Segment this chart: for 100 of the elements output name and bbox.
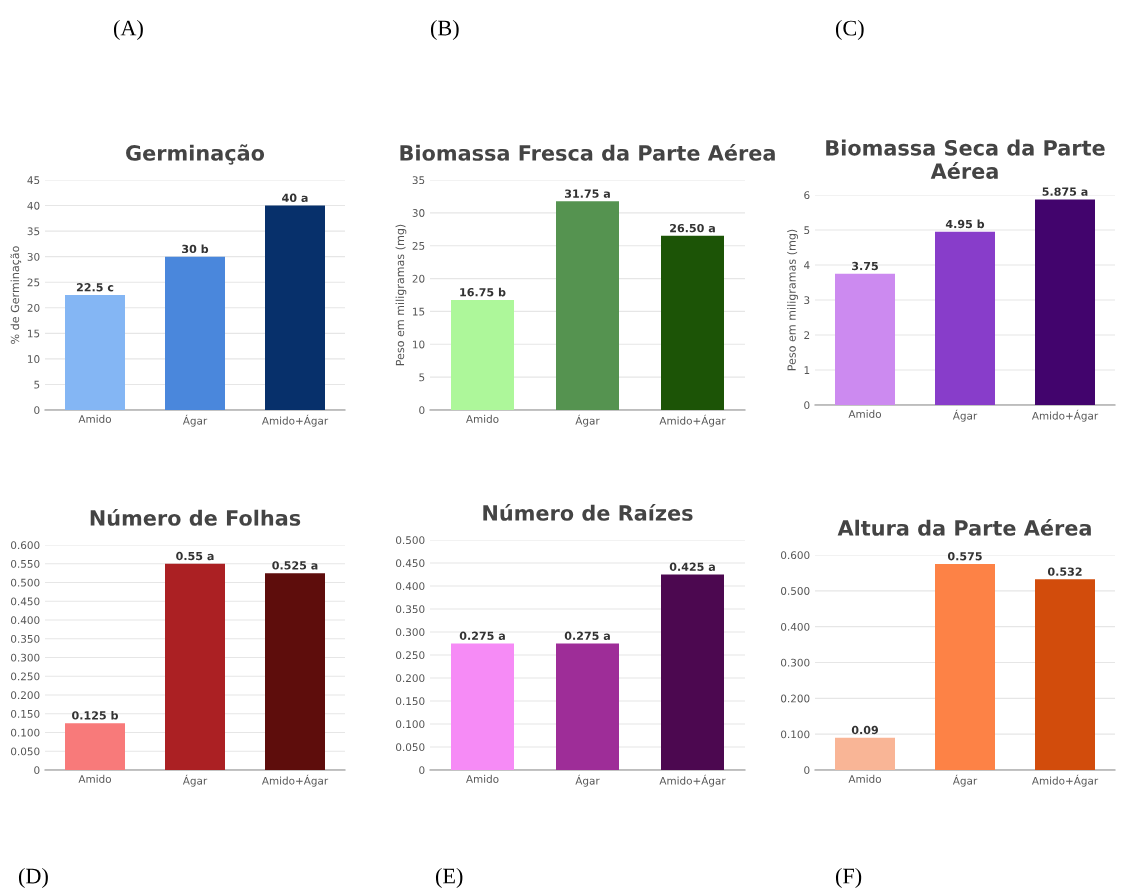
chart-title: Biomassa Seca da Parte Aérea bbox=[826, 139, 1105, 180]
data-label: 5.875 a bbox=[1042, 187, 1088, 196]
chart-title: Germinação bbox=[126, 144, 265, 165]
data-label: 16.75 b bbox=[460, 287, 506, 297]
x-tick-label: Amido bbox=[848, 409, 882, 418]
chart-title: Altura da Parte Aérea bbox=[837, 518, 1091, 536]
data-label: 22.5 c bbox=[76, 283, 114, 292]
y-axis-title: Peso em miligramas (mg) bbox=[395, 224, 407, 366]
bar bbox=[661, 235, 724, 410]
y-tick-label: 0 bbox=[419, 406, 425, 415]
data-label: 3.75 bbox=[852, 261, 878, 271]
bar bbox=[265, 573, 325, 770]
y-tick-label: 0.200 bbox=[781, 694, 810, 703]
x-tick-label: Amido bbox=[466, 414, 499, 423]
y-axis-title: % de Germinação bbox=[10, 246, 22, 344]
data-label: 0.532 bbox=[1047, 567, 1082, 576]
bar bbox=[935, 563, 995, 770]
bar bbox=[835, 273, 895, 405]
y-tick-label: 30 bbox=[412, 209, 425, 217]
data-label: 0.425 a bbox=[669, 562, 715, 571]
y-tick-label: 1 bbox=[804, 366, 810, 374]
chart-title: Biomassa Fresca da Parte Aérea bbox=[400, 143, 775, 161]
x-tick-label: Ágar bbox=[575, 774, 600, 787]
x-tick-label: Amido bbox=[848, 774, 882, 783]
text: (D) bbox=[18, 867, 48, 889]
bar bbox=[265, 205, 325, 410]
x-tick-label: Ágar bbox=[182, 414, 208, 427]
y-tick-label: 10 bbox=[28, 355, 40, 363]
y-tick-label: 45 bbox=[27, 176, 40, 185]
y-tick-label: 5 bbox=[804, 226, 810, 235]
data-label: 0.275 a bbox=[459, 631, 505, 640]
y-tick-label: 0.150 bbox=[11, 709, 40, 718]
y-tick-label: 10 bbox=[413, 340, 425, 349]
y-tick-label: 0.550 bbox=[11, 559, 40, 568]
x-tick-label: Amido+Ágar bbox=[261, 774, 329, 787]
bar bbox=[556, 201, 619, 410]
y-tick-label: 0.100 bbox=[781, 730, 810, 739]
y-tick-label: 0.500 bbox=[781, 587, 810, 595]
y-tick-label: 0 bbox=[34, 766, 40, 775]
y-tick-label: 0.300 bbox=[781, 658, 810, 667]
y-tick-label: 0 bbox=[804, 401, 810, 410]
y-tick-label: 0.250 bbox=[11, 672, 40, 681]
y-tick-label: 0.100 bbox=[396, 720, 425, 729]
y-tick-label: 0.300 bbox=[396, 628, 425, 637]
x-tick-label: Amido+Ágar bbox=[261, 414, 329, 427]
y-tick-label: 0.250 bbox=[396, 651, 425, 660]
data-label: 31.75 a bbox=[564, 189, 610, 198]
data-label: 30 b bbox=[182, 244, 209, 254]
bar bbox=[451, 299, 514, 410]
bar bbox=[835, 737, 895, 770]
y-tick-label: 0 bbox=[804, 766, 810, 775]
bar bbox=[935, 231, 995, 405]
x-tick-label: Amido bbox=[78, 414, 112, 423]
x-tick-label: Ágar bbox=[952, 774, 978, 787]
bar bbox=[1035, 199, 1095, 405]
y-tick-label: 0.350 bbox=[396, 605, 425, 614]
y-tick-label: 0.400 bbox=[11, 616, 40, 625]
y-tick-label: 0.350 bbox=[11, 634, 40, 643]
data-label: 0.575 bbox=[947, 552, 982, 561]
y-tick-label: 0.600 bbox=[11, 541, 40, 550]
y-tick-label: 0.600 bbox=[781, 551, 810, 560]
y-tick-label: 35 bbox=[412, 176, 425, 185]
y-tick-label: 0.050 bbox=[11, 747, 40, 756]
y-tick-label: 0.450 bbox=[396, 559, 425, 568]
y-tick-label: 5 bbox=[34, 380, 40, 389]
y-tick-label: 35 bbox=[27, 227, 40, 236]
bar bbox=[65, 723, 125, 770]
y-tick-label: 15 bbox=[413, 307, 425, 316]
y-tick-label: 20 bbox=[27, 304, 40, 312]
y-tick-label: 4 bbox=[804, 261, 810, 269]
y-tick-label: 0.200 bbox=[11, 691, 40, 700]
data-label: 4.95 b bbox=[945, 219, 985, 229]
data-label: 0.09 bbox=[851, 725, 878, 735]
y-tick-label: 0.300 bbox=[11, 653, 40, 662]
text: (B) bbox=[430, 19, 459, 41]
y-tick-label: 0.500 bbox=[396, 536, 425, 545]
data-label: 40 a bbox=[282, 193, 308, 203]
y-tick-label: 0.050 bbox=[396, 743, 425, 752]
y-tick-label: 15 bbox=[28, 329, 40, 338]
text: (C) bbox=[835, 19, 864, 41]
y-tick-label: 6 bbox=[804, 191, 810, 200]
y-tick-label: 0 bbox=[34, 406, 40, 415]
x-tick-label: Amido+Ágar bbox=[1031, 409, 1099, 422]
y-tick-label: 2 bbox=[804, 331, 810, 339]
y-tick-label: 0.150 bbox=[396, 697, 425, 706]
y-tick-label: 40 bbox=[27, 201, 40, 210]
data-label: 26.50 a bbox=[670, 223, 715, 233]
x-tick-label: Amido+Ágar bbox=[659, 414, 726, 427]
text: (E) bbox=[435, 867, 463, 889]
x-tick-label: Ágar bbox=[575, 414, 600, 427]
text: (F) bbox=[835, 867, 862, 889]
x-tick-label: Amido bbox=[78, 774, 112, 783]
y-tick-label: 0.100 bbox=[11, 728, 40, 737]
bar bbox=[65, 295, 125, 410]
y-tick-label: 25 bbox=[412, 241, 425, 250]
data-label: 0.275 a bbox=[564, 631, 610, 640]
y-tick-label: 0.500 bbox=[11, 578, 40, 587]
y-tick-label: 0.450 bbox=[11, 597, 40, 606]
y-axis-title: Peso em miligramas (mg) bbox=[787, 229, 798, 371]
y-tick-label: 0 bbox=[419, 766, 425, 775]
